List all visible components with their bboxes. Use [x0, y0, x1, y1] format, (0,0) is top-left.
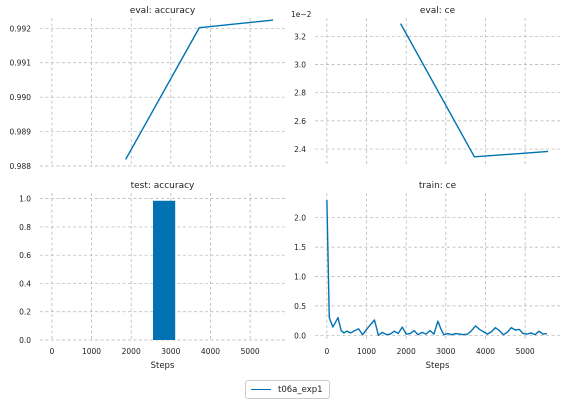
y-tick-label: 0.991 — [10, 59, 32, 68]
y-tick-label: 2.6 — [294, 117, 306, 126]
y-offset-label: 1e−2 — [291, 10, 312, 19]
y-tick-label: 0.2 — [19, 308, 31, 317]
y-tick-label: 0.988 — [10, 162, 32, 171]
x-tick-label: 5000 — [241, 347, 260, 356]
y-tick-label: 0.989 — [10, 128, 32, 137]
y-tick-label: 0.990 — [10, 93, 32, 102]
y-tick-label: 2.8 — [294, 89, 306, 98]
series-line — [400, 23, 549, 158]
x-axis-label: Steps — [426, 361, 450, 371]
y-tick-label: 1.0 — [19, 195, 31, 204]
legend-label: t06a_exp1 — [278, 384, 323, 395]
bar — [152, 200, 176, 340]
legend: t06a_exp1 — [245, 380, 330, 399]
chart-panel-4: train: ce 0 1000 2000 3000 4000 5000 0.0 0.5 1.0 1… — [294, 181, 560, 371]
x-tick-label: 3000 — [436, 347, 455, 356]
chart-title: eval: ce — [420, 6, 456, 16]
y-tick-label: 0.6 — [19, 251, 31, 260]
chart-title: test: accuracy — [131, 181, 195, 191]
x-tick-label: 2000 — [122, 347, 141, 356]
y-tick-label: 3.0 — [294, 61, 306, 70]
y-tick-label: 0.0 — [294, 331, 306, 340]
y-tick-label: 1.0 — [294, 272, 306, 281]
y-tick-label: 0.8 — [19, 223, 31, 232]
chart-panel-3: test: accuracy 0 1000 2000 3000 4000 5000 0.0 0.… — [19, 181, 285, 371]
x-tick-label: 0 — [325, 347, 330, 356]
y-tick-label: 3.2 — [294, 32, 306, 41]
series-line — [125, 19, 274, 160]
chart-panel-1: eval: accuracy 0.988 0.989 0.990 0.991 0.992 — [10, 6, 285, 171]
y-tick-label: 0.5 — [294, 302, 306, 311]
y-tick-label: 0.4 — [19, 279, 31, 288]
x-tick-label: 3000 — [161, 347, 180, 356]
chart-title: train: ce — [419, 181, 457, 191]
y-tick-label: 2.0 — [294, 214, 306, 223]
x-tick-label: 4000 — [201, 347, 220, 356]
x-tick-label: 5000 — [516, 347, 535, 356]
chart-title: eval: accuracy — [130, 6, 196, 16]
x-tick-label: 0 — [50, 347, 55, 356]
x-tick-label: 1000 — [357, 347, 376, 356]
x-tick-label: 4000 — [476, 347, 495, 356]
chart-panel-2: eval: ce 2.4 2.6 2.8 3.0 3.2 1e−2 — [291, 6, 560, 166]
series-line — [326, 200, 548, 336]
y-tick-label: 2.4 — [294, 145, 306, 154]
x-tick-label: 2000 — [397, 347, 416, 356]
x-axis-label: Steps — [151, 361, 175, 371]
legend-line-swatch — [251, 389, 271, 390]
x-tick-label: 1000 — [82, 347, 101, 356]
y-tick-label: 0.0 — [19, 336, 31, 345]
y-tick-label: 0.992 — [10, 24, 32, 33]
y-tick-label: 1.5 — [294, 243, 306, 252]
